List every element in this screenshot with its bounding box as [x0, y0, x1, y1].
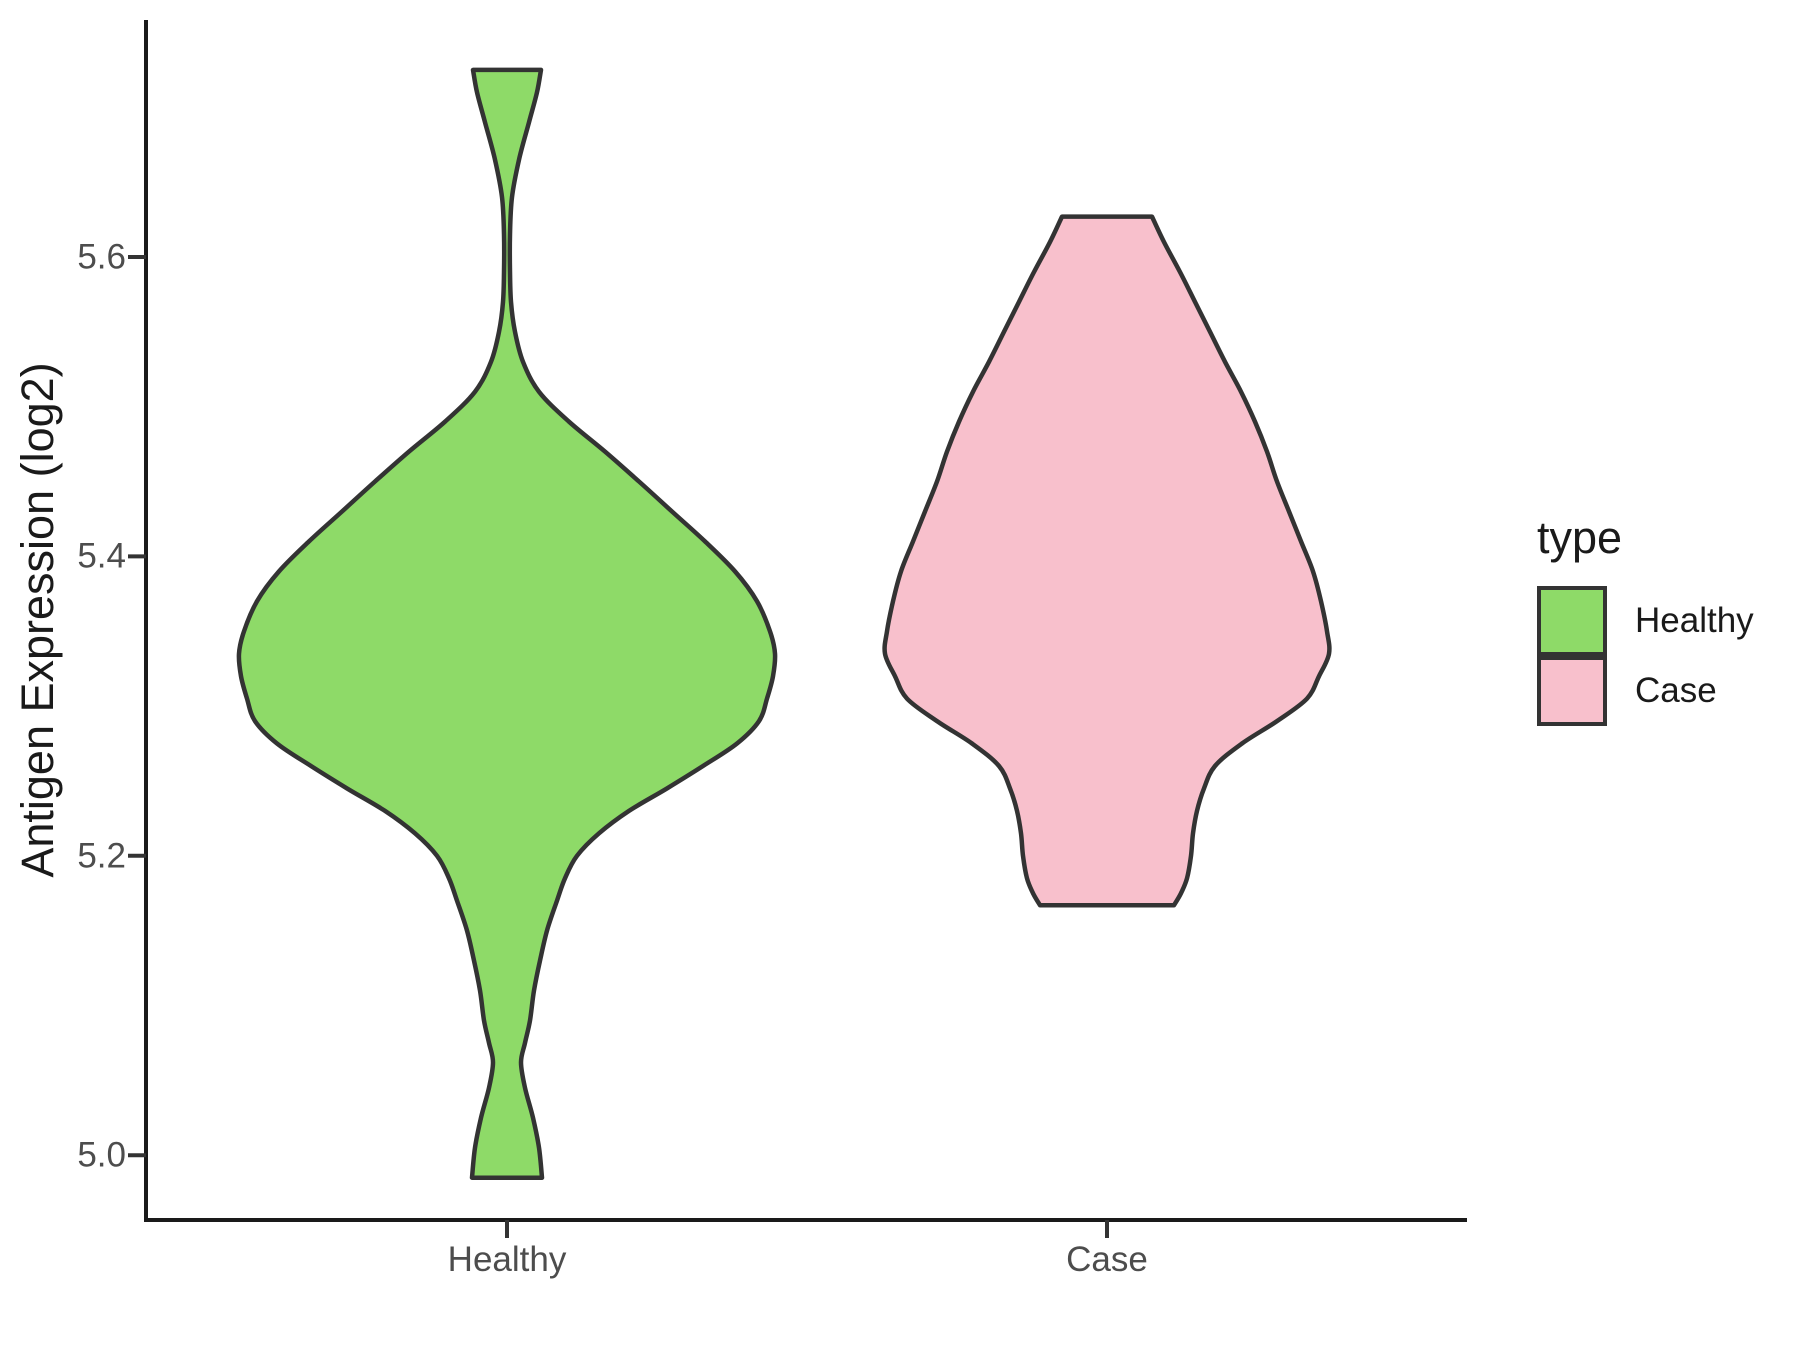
- x-tick-label-case: Case: [1066, 1240, 1148, 1279]
- legend-item-case: Case: [1537, 656, 1754, 726]
- legend-label: Healthy: [1635, 601, 1754, 640]
- violin-healthy: [236, 67, 778, 1180]
- legend: type Healthy Case: [1537, 512, 1754, 726]
- legend-title: type: [1537, 512, 1623, 563]
- y-tick-label: 5.6: [77, 237, 126, 277]
- legend-swatch-healthy: [1537, 586, 1607, 656]
- y-tick-label: 5.2: [77, 836, 126, 876]
- violin-case: [882, 214, 1332, 908]
- y-tick-label: 5.0: [77, 1135, 126, 1175]
- legend-item-healthy: Healthy: [1537, 586, 1754, 656]
- legend-label: Case: [1635, 671, 1717, 710]
- y-tick-label: 5.4: [77, 536, 126, 576]
- y-axis-title: Antigen Expression (log2): [12, 362, 63, 878]
- legend-swatch-case: [1537, 656, 1607, 726]
- legend-items: Healthy Case: [1537, 586, 1754, 726]
- x-tick-label-healthy: Healthy: [447, 1240, 567, 1279]
